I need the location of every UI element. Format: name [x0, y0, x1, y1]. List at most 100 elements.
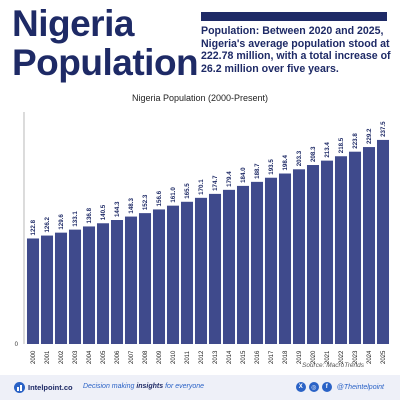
social-handle[interactable]: @Theintelpoint [336, 383, 384, 391]
x-tick-labels-group: 2000 2001 2002 2003 2004 2005 2006 2007 2008 2009… [31, 350, 387, 364]
bar-2015 [236, 185, 250, 344]
value-label-2000: 122.8 [30, 219, 37, 235]
bar-2007 [124, 216, 138, 344]
value-label-2014: 179.4 [226, 171, 233, 187]
bar-2005 [96, 223, 110, 344]
x-tick-2009: 2009 [157, 350, 163, 364]
bar-2003 [68, 229, 82, 344]
value-label-2008: 152.3 [142, 194, 149, 210]
x-tick-2010: 2010 [171, 350, 177, 364]
bar-2000 [26, 238, 40, 344]
bar-2021 [320, 160, 334, 344]
bar-2017 [264, 177, 278, 344]
x-tick-2003: 2003 [73, 350, 79, 364]
bar-2023 [348, 151, 362, 344]
value-label-2021: 213.4 [324, 142, 331, 158]
value-label-2003: 133.1 [72, 211, 79, 227]
value-label-2020: 208.3 [310, 146, 317, 162]
bar-2001 [40, 235, 54, 344]
x-tick-2021: 2021 [325, 350, 331, 364]
value-label-2024: 229.2 [366, 128, 373, 144]
x-tick-2011: 2011 [185, 350, 191, 364]
bar-2018 [278, 173, 292, 344]
value-label-2002: 129.6 [58, 214, 65, 230]
bars-group [26, 139, 390, 344]
value-label-2019: 203.3 [296, 150, 303, 166]
bar-2016 [250, 181, 264, 344]
x-tick-2025: 2025 [381, 350, 387, 364]
source-note: Source: MacroTrends [301, 362, 364, 369]
x-tick-2024: 2024 [367, 350, 373, 364]
x-tick-2013: 2013 [213, 350, 219, 364]
bar-2024 [362, 147, 376, 344]
value-label-2015: 184.0 [240, 167, 247, 183]
value-label-2018: 198.4 [282, 154, 289, 170]
bar-chart: 122.8 126.2 129.6 133.1 136.8 140.5 144.3 148.3… [15, 112, 390, 364]
tagline-bold: insights [136, 383, 164, 390]
x-tick-2016: 2016 [255, 350, 261, 364]
x-tick-2018: 2018 [283, 350, 289, 364]
value-label-2023: 223.8 [352, 133, 359, 149]
x-tick-2007: 2007 [129, 350, 135, 364]
x-tick-2019: 2019 [297, 350, 303, 364]
x-tick-2001: 2001 [45, 350, 51, 364]
value-labels-group: 122.8 126.2 129.6 133.1 136.8 140.5 144.3 148.3… [30, 121, 387, 236]
brand-name[interactable]: Intelpoint.co [28, 383, 73, 392]
intelpoint-logo-icon [14, 382, 25, 393]
headline-line-1: Nigeria [12, 3, 134, 44]
value-label-2004: 136.8 [86, 207, 93, 223]
footer: Intelpoint.co Decision making insights f… [0, 375, 400, 400]
bar-2008 [138, 213, 152, 344]
tagline-post: for everyone [163, 383, 205, 390]
x-tick-2002: 2002 [59, 350, 65, 364]
facebook-icon[interactable]: f [321, 382, 332, 392]
value-label-2025: 237.5 [380, 121, 387, 137]
bar-2002 [54, 232, 68, 344]
headline: Nigeria Population [12, 3, 199, 83]
bar-2006 [110, 220, 124, 344]
value-label-2022: 218.5 [338, 137, 345, 153]
summary-text: Population: Between 2020 and 2025, Niger… [201, 25, 391, 75]
x-tick-2004: 2004 [87, 350, 93, 364]
chart-title: Nigeria Population (2000-Present) [131, 93, 269, 103]
value-label-2007: 148.3 [128, 198, 135, 214]
instagram-icon[interactable]: ◎ [308, 382, 319, 392]
value-label-2011: 165.5 [184, 183, 191, 199]
value-label-2005: 140.5 [100, 204, 107, 220]
x-twitter-icon[interactable]: X [295, 382, 306, 392]
x-tick-2006: 2006 [115, 350, 121, 364]
value-label-2001: 126.2 [44, 217, 51, 233]
value-label-2013: 174.7 [212, 175, 219, 191]
x-tick-2008: 2008 [143, 350, 149, 364]
y-tick-label-0: 0 [15, 342, 19, 348]
x-tick-2000: 2000 [31, 350, 37, 364]
bar-2013 [208, 193, 222, 344]
value-label-2010: 161.0 [170, 187, 177, 203]
social-links: X ◎ f @Theintelpoint [295, 381, 384, 393]
bar-2012 [194, 197, 208, 344]
bar-2004 [82, 226, 96, 344]
bar-2009 [152, 209, 166, 344]
accent-bar [201, 12, 387, 21]
headline-line-2: Population [12, 42, 199, 83]
bar-2010 [166, 205, 180, 344]
bar-2014 [222, 189, 236, 344]
tagline-pre: Decision making [83, 383, 137, 390]
x-tick-2020: 2020 [311, 350, 317, 364]
value-label-2017: 193.5 [268, 159, 275, 175]
bar-2025 [376, 139, 390, 344]
bar-2019 [292, 169, 306, 344]
value-label-2006: 144.3 [114, 201, 121, 217]
value-label-2016: 188.7 [254, 163, 261, 179]
x-tick-2014: 2014 [227, 350, 233, 364]
value-label-2012: 170.1 [198, 179, 205, 195]
value-label-2009: 156.6 [156, 190, 163, 206]
bar-2011 [180, 201, 194, 344]
x-tick-2012: 2012 [199, 350, 205, 364]
x-tick-2022: 2022 [339, 350, 345, 364]
tagline: Decision making insights for everyone [83, 383, 204, 390]
x-tick-2017: 2017 [269, 350, 275, 364]
x-tick-2015: 2015 [241, 350, 247, 364]
x-tick-2023: 2023 [353, 350, 359, 364]
x-tick-2005: 2005 [101, 350, 107, 364]
